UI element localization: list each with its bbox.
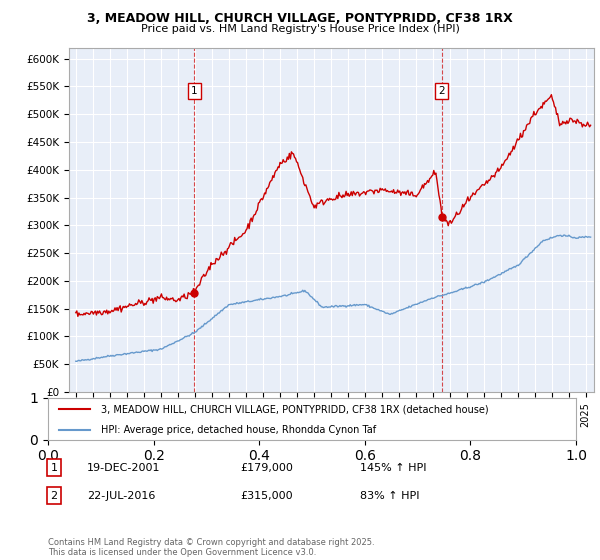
Text: 1: 1 — [191, 86, 197, 96]
Text: 3, MEADOW HILL, CHURCH VILLAGE, PONTYPRIDD, CF38 1RX (detached house): 3, MEADOW HILL, CHURCH VILLAGE, PONTYPRI… — [101, 404, 488, 414]
Text: £315,000: £315,000 — [240, 491, 293, 501]
Text: 2: 2 — [50, 491, 58, 501]
Text: Price paid vs. HM Land Registry's House Price Index (HPI): Price paid vs. HM Land Registry's House … — [140, 24, 460, 34]
Text: 145% ↑ HPI: 145% ↑ HPI — [360, 463, 427, 473]
Text: Contains HM Land Registry data © Crown copyright and database right 2025.
This d: Contains HM Land Registry data © Crown c… — [48, 538, 374, 557]
Text: 19-DEC-2001: 19-DEC-2001 — [87, 463, 161, 473]
Text: 22-JUL-2016: 22-JUL-2016 — [87, 491, 155, 501]
Text: HPI: Average price, detached house, Rhondda Cynon Taf: HPI: Average price, detached house, Rhon… — [101, 426, 376, 435]
Text: 1: 1 — [50, 463, 58, 473]
Text: £179,000: £179,000 — [240, 463, 293, 473]
Text: 83% ↑ HPI: 83% ↑ HPI — [360, 491, 419, 501]
Text: 3, MEADOW HILL, CHURCH VILLAGE, PONTYPRIDD, CF38 1RX: 3, MEADOW HILL, CHURCH VILLAGE, PONTYPRI… — [87, 12, 513, 25]
Text: 2: 2 — [439, 86, 445, 96]
